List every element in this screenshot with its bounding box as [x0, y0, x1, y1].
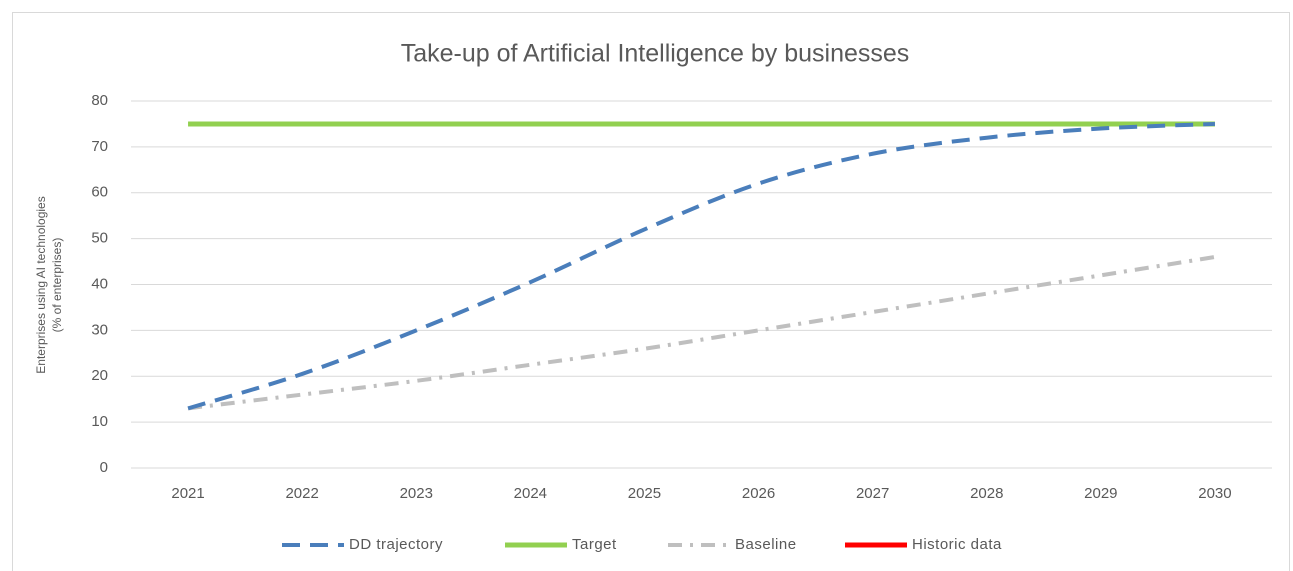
x-tick-label: 2028	[970, 485, 1003, 502]
series-line	[187, 121, 1216, 411]
y-tick-label: 0	[100, 459, 108, 476]
legend-label: Historic data	[912, 536, 1002, 553]
x-tick-label: 2026	[742, 485, 775, 502]
y-axis-label: (% of enterprises)	[50, 238, 64, 333]
x-tick-label: 2023	[400, 485, 433, 502]
series-line	[187, 255, 1216, 411]
chart-frame	[12, 12, 1290, 571]
legend-label: DD trajectory	[349, 536, 443, 553]
x-tick-label: 2027	[856, 485, 889, 502]
y-tick-label: 80	[91, 92, 108, 109]
legend-label: Baseline	[735, 536, 797, 553]
y-axis-label: Enterprises using AI technologies	[34, 196, 48, 373]
y-tick-label: 30	[91, 321, 108, 338]
x-tick-label: 2024	[514, 485, 547, 502]
y-tick-label: 20	[91, 367, 108, 384]
y-tick-label: 40	[91, 275, 108, 292]
y-tick-label: 50	[91, 230, 108, 247]
chart-title: Take-up of Artificial Intelligence by bu…	[401, 40, 910, 68]
x-tick-label: 2030	[1198, 485, 1231, 502]
legend-label: Target	[572, 536, 617, 553]
x-tick-label: 2022	[285, 485, 318, 502]
x-tick-label: 2025	[628, 485, 661, 502]
y-tick-label: 70	[91, 138, 108, 155]
x-tick-label: 2029	[1084, 485, 1117, 502]
y-tick-label: 60	[91, 184, 108, 201]
x-tick-label: 2021	[171, 485, 204, 502]
y-tick-label: 10	[91, 413, 108, 430]
